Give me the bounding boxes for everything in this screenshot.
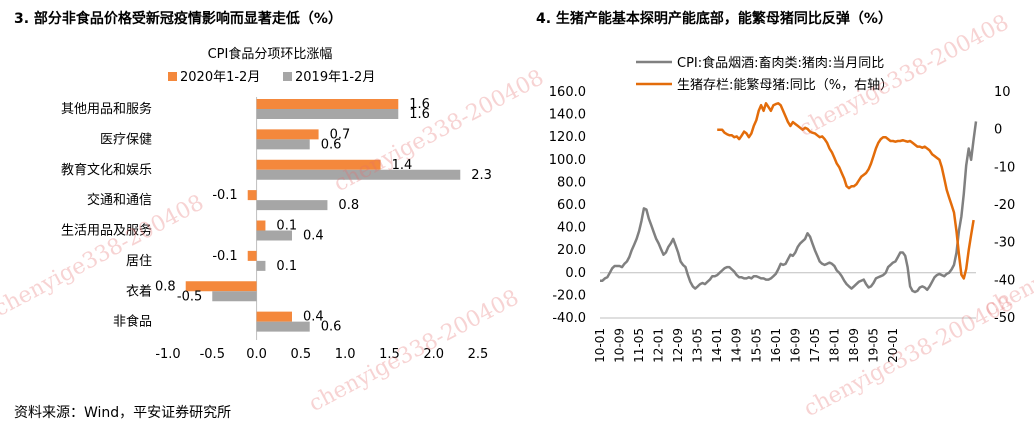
x-tick-label: 14-09 xyxy=(730,328,744,363)
x-tick-label: 16-01 xyxy=(769,328,783,363)
x-tick-label: 11-05 xyxy=(632,328,646,363)
x-tick-label: 1.0 xyxy=(335,347,356,362)
category-label: 非食品 xyxy=(113,314,152,330)
x-tick-label: 17-05 xyxy=(808,328,822,363)
left-y-tick-label: -20.0 xyxy=(552,288,586,303)
x-tick-label: 15-05 xyxy=(749,328,763,363)
data-label: 0.6 xyxy=(321,137,342,152)
x-tick-label: 2.5 xyxy=(468,347,489,362)
bar xyxy=(256,159,381,170)
x-tick-label: 20-01 xyxy=(886,328,900,363)
bar xyxy=(256,200,328,211)
x-tick-label: 14-01 xyxy=(710,328,724,363)
bar xyxy=(256,220,266,231)
left-y-tick-label: 20.0 xyxy=(557,243,586,258)
x-tick-label: -0.5 xyxy=(200,347,225,362)
x-tick-label: 1.5 xyxy=(379,347,400,362)
right-y-tick-label: -20 xyxy=(994,198,1015,213)
right-y-tick-label: -50 xyxy=(994,311,1015,326)
category-label: 生活用品及服务 xyxy=(61,223,152,239)
left-y-tick-label: 0.0 xyxy=(565,266,586,281)
chart-title: CPI食品分项环比涨幅 xyxy=(208,46,333,62)
legend-swatch xyxy=(283,72,292,81)
left-y-tick-label: 120.0 xyxy=(549,130,586,145)
bar xyxy=(256,260,266,271)
bar xyxy=(212,291,257,302)
category-label: 教育文化和娱乐 xyxy=(61,162,152,178)
right-y-tick-label: 10 xyxy=(994,85,1011,100)
bar xyxy=(256,109,399,119)
bar xyxy=(256,169,461,180)
left-y-tick-label: -40.0 xyxy=(552,311,586,326)
left-y-tick-label: 80.0 xyxy=(557,175,586,190)
data-label: 2.3 xyxy=(471,168,492,183)
data-label: 0.8 xyxy=(338,198,359,213)
left-y-tick-label: 100.0 xyxy=(549,153,586,168)
data-label: 1.4 xyxy=(392,158,413,173)
x-tick-label: 19-05 xyxy=(866,328,880,363)
category-label: 其他用品和服务 xyxy=(61,101,152,117)
bar xyxy=(247,250,257,261)
bar xyxy=(256,311,292,322)
right-panel-title: 4. 生猪产能基本探明产能底部，能繁母猪同比反弹（%） xyxy=(536,11,892,27)
x-tick-label: 0.0 xyxy=(246,347,267,362)
category-label: 居住 xyxy=(126,254,152,269)
right-y-tick-label: 0 xyxy=(994,123,1002,138)
x-tick-label: 0.5 xyxy=(291,347,312,362)
legend-label: 2020年1-2月 xyxy=(180,70,260,85)
left-y-tick-label: 140.0 xyxy=(549,108,586,123)
series-line xyxy=(717,102,975,280)
legend-label: 2019年1-2月 xyxy=(295,70,375,85)
data-label: 0.4 xyxy=(303,310,324,325)
data-label: 1.6 xyxy=(409,107,430,122)
data-label: -0.5 xyxy=(177,289,202,304)
x-tick-label: -1.0 xyxy=(155,347,180,362)
data-label: 0.8 xyxy=(155,279,176,294)
data-label: 0.1 xyxy=(276,219,297,234)
x-tick-label: 18-09 xyxy=(847,328,861,363)
category-label: 交通和通信 xyxy=(87,192,152,208)
data-label: 0.6 xyxy=(321,320,342,335)
x-tick-label: 10-09 xyxy=(613,328,627,363)
legend-label: 生猪存栏:能繁母猪:同比（%，右轴） xyxy=(677,77,893,93)
bar xyxy=(256,230,292,241)
left-chart-panel: 3. 部分非食品价格受新冠疫情影响而显著走低（%） CPI食品分项环比涨幅 202… xyxy=(0,0,520,400)
right-chart-panel: 4. 生猪产能基本探明产能底部，能繁母猪同比反弹（%） CPI:食品烟酒:畜肉类… xyxy=(524,0,1034,400)
category-label: 衣着 xyxy=(126,283,152,299)
left-y-tick-label: 60.0 xyxy=(557,198,586,213)
data-label: -0.1 xyxy=(212,249,237,264)
series-line xyxy=(600,121,978,294)
data-label: 0.4 xyxy=(303,229,324,244)
data-label: 0.7 xyxy=(330,127,351,142)
right-y-tick-label: -30 xyxy=(994,236,1015,251)
data-label: 1.6 xyxy=(409,97,430,112)
x-tick-label: 10-01 xyxy=(593,328,607,363)
bar xyxy=(256,99,399,109)
bar xyxy=(247,190,257,201)
left-panel-title: 3. 部分非食品价格受新冠疫情影响而显著走低（%） xyxy=(14,11,342,27)
x-tick-label: 12-09 xyxy=(671,328,685,363)
x-tick-label: 16-09 xyxy=(788,328,802,363)
x-tick-label: 12-01 xyxy=(652,328,666,363)
bar xyxy=(256,129,319,140)
x-tick-label: 2.0 xyxy=(423,347,444,362)
legend-label: CPI:食品烟酒:畜肉类:猪肉:当月同比 xyxy=(677,55,884,71)
right-y-tick-label: -10 xyxy=(994,160,1015,175)
left-y-tick-label: 160.0 xyxy=(549,85,586,100)
x-tick-label: 13-05 xyxy=(691,328,705,363)
data-label: -0.1 xyxy=(212,188,237,203)
data-label: 0.1 xyxy=(276,259,297,274)
x-tick-label: 18-01 xyxy=(827,328,841,363)
left-y-tick-label: 40.0 xyxy=(557,221,586,236)
source-note: 资料来源：Wind，平安证券研究所 xyxy=(14,405,232,421)
bar xyxy=(185,281,257,292)
legend-swatch xyxy=(168,72,177,81)
right-y-tick-label: -40 xyxy=(994,273,1015,288)
bar xyxy=(256,321,310,332)
category-label: 医疗保健 xyxy=(100,132,152,147)
bar xyxy=(256,139,310,150)
